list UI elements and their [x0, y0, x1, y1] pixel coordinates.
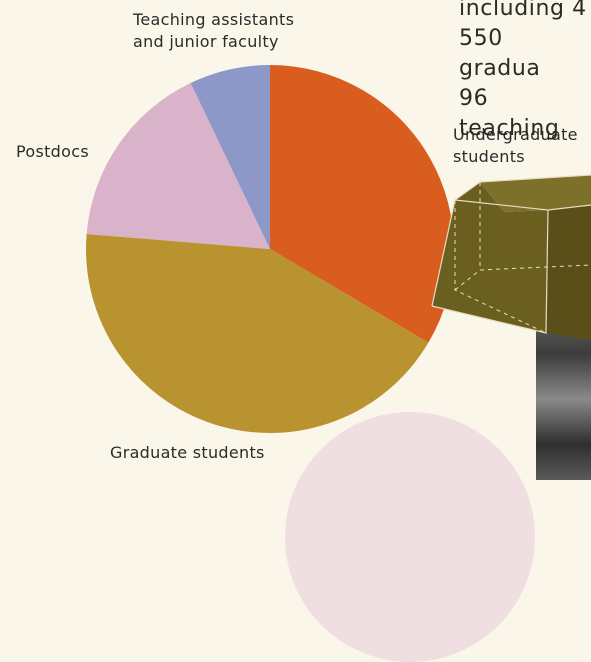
pie-slice-teaching-assistants-and-junior-faculty [190, 65, 270, 249]
pie-slice-postdocs [86, 83, 271, 249]
cube-illustration [431, 174, 591, 340]
intro-text: including 4 550 gradua 96 teaching [459, 0, 587, 141]
slice-label-postdocs: Postdocs [16, 142, 89, 161]
pie-slice-undergraduate-students [270, 65, 454, 343]
pie-chart [85, 65, 591, 434]
slice-label-graduate-students: Graduate students [110, 443, 265, 462]
slice-label-teaching-assistants: Teaching assistants and junior faculty [133, 10, 295, 51]
slice-label-undergraduate-students: Undergraduate students [453, 125, 578, 166]
pie-slice-graduate-students [85, 233, 429, 434]
